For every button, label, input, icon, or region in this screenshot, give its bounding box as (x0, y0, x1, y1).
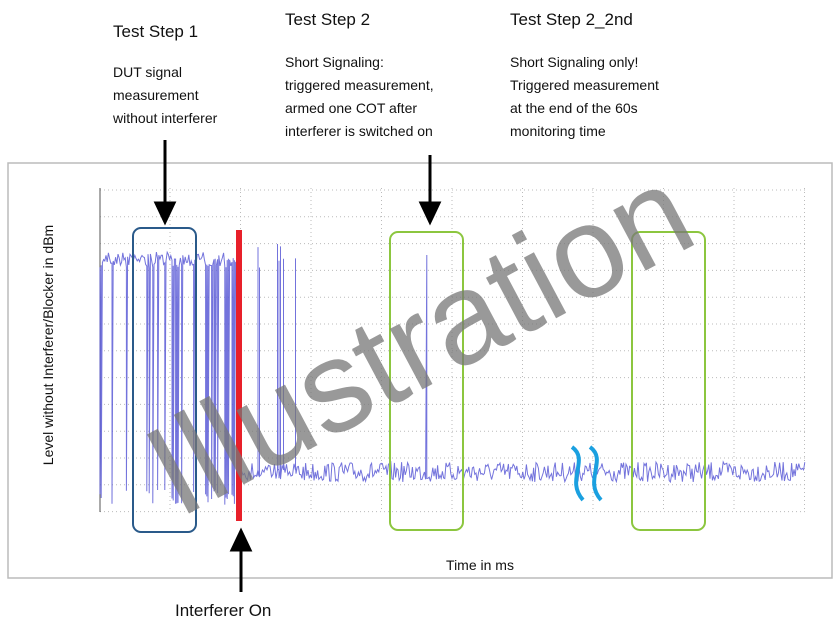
signal-trace (99, 244, 806, 505)
step-text: Short Signaling only! (510, 54, 638, 70)
arrow-head (418, 201, 442, 226)
step-text: at the end of the 60s (510, 100, 638, 116)
arrow-head (153, 201, 177, 226)
step-title: Test Step 2_2nd (510, 10, 633, 29)
step-text: DUT signal (113, 64, 182, 80)
interferer-label: Interferer On (175, 601, 271, 620)
step-text: Triggered measurement (510, 77, 659, 93)
step2-2nd-box (631, 231, 706, 531)
step-text: triggered measurement, (285, 77, 434, 93)
step-text: Short Signaling: (285, 54, 384, 70)
grid (100, 188, 805, 513)
step1-box (132, 227, 197, 533)
time-break (570, 445, 603, 502)
interferer-bar (236, 230, 242, 521)
step2-box (389, 231, 464, 531)
step-title: Test Step 2 (285, 10, 370, 29)
x-axis-label: Time in ms (446, 557, 514, 573)
arrows (153, 140, 442, 592)
step-text: monitoring time (510, 123, 606, 139)
arrow-head (229, 527, 253, 552)
step-title: Test Step 1 (113, 22, 198, 41)
step-text: interferer is switched on (285, 123, 433, 139)
step-text: measurement (113, 87, 199, 103)
step-text: without interferer (112, 110, 218, 126)
y-axis-label: Level without Interferer/Blocker in dBm (40, 225, 56, 465)
step-text: armed one COT after (285, 100, 417, 116)
